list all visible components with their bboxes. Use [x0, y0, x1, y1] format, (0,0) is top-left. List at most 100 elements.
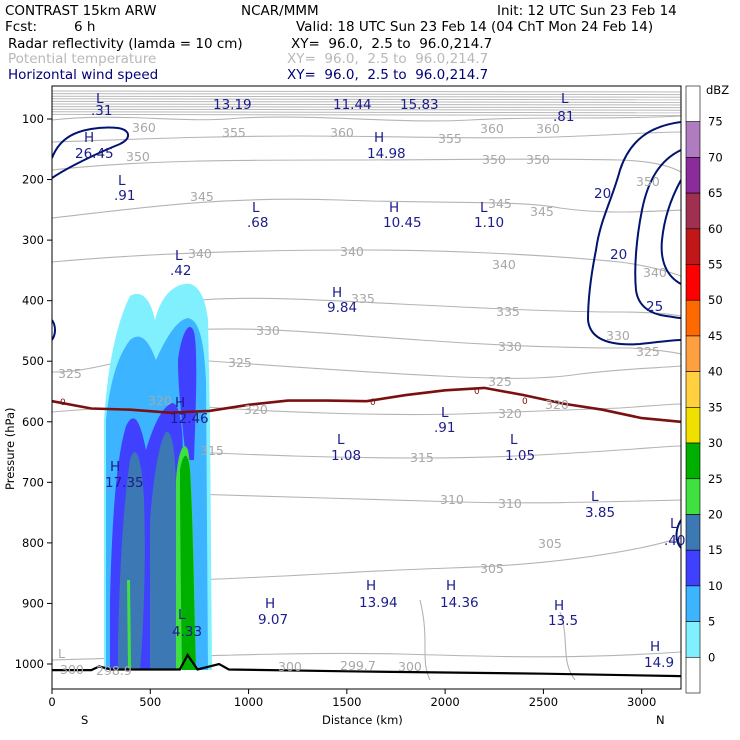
colorbar-swatch — [685, 442, 701, 480]
refl-35dbz — [180, 455, 196, 670]
ann-value-2: 11.44 — [333, 97, 372, 113]
ann-value-1: 13.19 — [213, 97, 252, 113]
theta-label-335-a: 335 — [351, 291, 375, 306]
colorbar-tick-label: 35 — [708, 400, 723, 414]
ann-letter-21: H — [446, 578, 456, 594]
plot-area — [52, 86, 681, 689]
ann-value-25: 14.9 — [644, 655, 674, 671]
theta-contour-350 — [52, 158, 681, 173]
y-tick-label: 200 — [22, 173, 44, 187]
ann-value-8: .68 — [247, 215, 268, 231]
ann-letter-26: L — [58, 646, 65, 661]
theta-label-350-c: 350 — [526, 152, 550, 167]
ann-value-11: .42 — [170, 263, 191, 279]
theta-contour-330 — [189, 328, 681, 355]
y-tick-label: 1000 — [15, 657, 44, 671]
upper-theta-line — [52, 100, 681, 103]
ann-value-4: .81 — [553, 109, 574, 125]
colorbar-tick-label: 60 — [708, 222, 723, 236]
upper-theta-contours — [52, 90, 681, 116]
theta-contour-340 — [52, 249, 681, 277]
upper-theta-line — [52, 113, 681, 116]
theta-label-305-a: 305 — [538, 536, 562, 551]
theta-label-360-a: 360 — [132, 120, 156, 135]
ann-value-0: .31 — [91, 103, 112, 119]
colorbar-swatch — [685, 478, 701, 515]
theta-label-320-a: 320 — [148, 393, 172, 408]
theta-label-340-d: 340 — [643, 265, 667, 280]
theta-label-350-d: 350 — [636, 174, 660, 189]
theta-label-300-c: 300 — [398, 659, 422, 674]
colorbar-tick-label: 5 — [708, 615, 715, 629]
ann-value-3: 15.83 — [400, 97, 439, 113]
colorbar-tick-label: 65 — [708, 186, 723, 200]
plot-frame — [51, 85, 682, 690]
colorbar-tick-label: 25 — [708, 472, 723, 486]
refl-15dbz-b — [178, 327, 197, 460]
ann-value-10: 1.10 — [474, 215, 504, 231]
y-tick-label: 300 — [22, 233, 44, 247]
ann-letter-24: L — [178, 607, 186, 623]
org-label: NCAR/MMM — [241, 3, 319, 19]
theta-contour-305 — [194, 537, 681, 581]
colorbar-tick-label: 70 — [708, 150, 723, 164]
theta-contour-325 — [194, 359, 681, 379]
y-tick-label: 800 — [22, 536, 44, 550]
ann-letter-9: H — [389, 200, 399, 216]
y-tick-label: 500 — [22, 354, 44, 368]
theta-label-345-c: 345 — [530, 204, 554, 219]
theta-label-300-a: 300 — [60, 662, 84, 677]
ann-letter-16: L — [510, 432, 518, 448]
theta-label-320-b: 320 — [244, 402, 268, 417]
colorbar-tick-label: 15 — [708, 543, 723, 557]
ann-letter-25: H — [650, 639, 660, 655]
theta-label-360-b: 360 — [330, 125, 354, 140]
wind-contour-jet-left — [52, 126, 129, 179]
ann-value-14: .91 — [434, 420, 455, 436]
colorbar-tick-label: 45 — [708, 329, 723, 343]
ann-value-23: 13.5 — [548, 613, 578, 629]
ann-letter-4: L — [561, 91, 569, 107]
upper-theta-line — [52, 90, 681, 93]
wind-contours — [52, 121, 681, 549]
y-tick-label: 400 — [22, 294, 44, 308]
field-xy-wind: XY= 96.0, 2.5 to 96.0,214.7 — [287, 67, 488, 83]
theta-contour-315 — [189, 445, 681, 459]
colorbar-tick-label: 55 — [708, 258, 723, 272]
ann-letter-13: H — [175, 395, 185, 411]
theta-label-325-c: 325 — [488, 374, 512, 389]
upper-theta-line — [52, 106, 681, 109]
theta-label-345-a: 345 — [190, 189, 214, 204]
wind-contour-30 — [660, 179, 681, 285]
theta-label-350-a: 350 — [126, 149, 150, 164]
x-tick-label: 0 — [48, 695, 55, 709]
theta-label-325-a: 325 — [228, 355, 252, 370]
wind-label-20-a: 20 — [594, 186, 611, 202]
wind-label-25: 25 — [646, 299, 663, 315]
wind-contour-20 — [586, 121, 681, 346]
field-name-reflectivity: Radar reflectivity (lamda = 10 cm) — [8, 36, 243, 52]
theta-label-355-a: 355 — [222, 125, 246, 140]
theta-label-315-a: 315 — [200, 443, 224, 458]
upper-theta-line — [52, 93, 681, 96]
wind-label-20-b: 20 — [610, 247, 627, 263]
ann-value-16: 1.05 — [505, 448, 535, 464]
theta-label-335-b: 335 — [496, 304, 520, 319]
theta-label-300-b: 300 — [278, 659, 302, 674]
colorbar-swatch — [685, 299, 701, 337]
ann-letter-20: H — [366, 578, 376, 594]
theta-contour-355 — [52, 131, 681, 143]
colorbar-swatch — [685, 407, 701, 444]
theta-label-350-b: 350 — [482, 152, 506, 167]
theta-contour-310 — [189, 493, 681, 504]
ann-value-7: .91 — [114, 188, 135, 204]
ann-value-17: 17.35 — [105, 475, 144, 491]
wind-contour-25 — [634, 149, 681, 319]
ann-letter-5: H — [84, 130, 94, 146]
upper-theta-line — [52, 98, 681, 101]
ann-letter-11: L — [175, 248, 183, 264]
upper-theta-line — [52, 103, 681, 106]
reflectivity-shading — [104, 283, 212, 670]
upper-theta-line — [52, 111, 681, 114]
